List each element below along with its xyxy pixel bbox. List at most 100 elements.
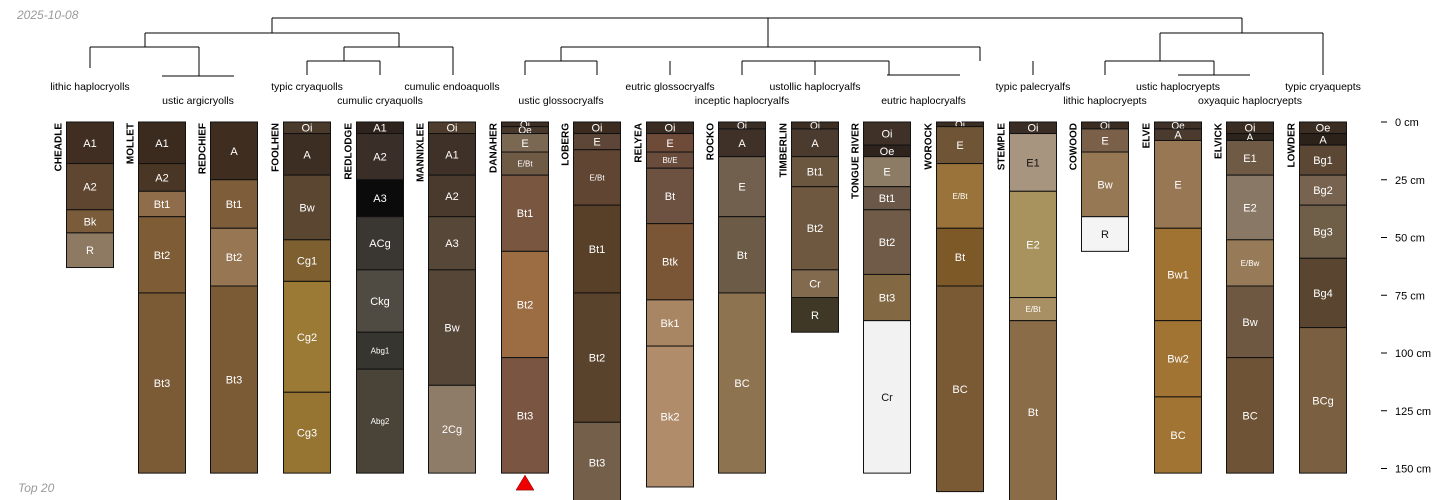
profile-timberlin: Oi A Bt1 Bt2 Cr R TIMBERLIN: [779, 121, 839, 333]
subgroup-label: typic cryaquolls: [271, 81, 343, 93]
horizon: [356, 368, 404, 474]
horizon-label: Oi: [447, 123, 458, 135]
horizon-label: Bt2: [807, 223, 824, 235]
horizon-label: E/Bt: [517, 159, 533, 168]
profile-loberg: Oi E E/Bt Bt1 Bt2 Bt3 LOBERG: [561, 121, 621, 500]
horizon-label: A2: [83, 182, 96, 194]
horizon: [66, 121, 114, 165]
horizon-label: A3: [445, 238, 458, 250]
horizon-label: Bw: [1242, 317, 1257, 329]
horizon-label: Bt2: [517, 299, 534, 311]
horizon: [863, 320, 911, 474]
profile-name: WOROCK: [924, 122, 935, 169]
horizon-label: A: [303, 149, 311, 161]
horizon-label: Bt3: [589, 458, 606, 470]
horizon-label: Bt: [955, 252, 965, 264]
profile-name: RELYEA: [634, 123, 645, 163]
horizon-label: Oi: [1245, 123, 1256, 135]
profile-name: TONGUE RIVER: [851, 122, 862, 199]
subgroup-label: inceptic haplocryalfs: [695, 95, 790, 107]
horizon: [573, 292, 621, 423]
profile-stemple: Oi E1 E2 E/Bt Bt STEMPLE: [997, 121, 1057, 500]
horizon-label: A: [811, 138, 819, 150]
horizon: [718, 292, 766, 474]
horizon: [791, 269, 839, 299]
horizon: [791, 128, 839, 158]
horizon: [1154, 396, 1202, 474]
horizon-label: Bw2: [1167, 354, 1188, 366]
horizon-label: Bg3: [1313, 227, 1333, 239]
horizon-label: Bg1: [1313, 155, 1333, 167]
axis-tick-label: 150 cm: [1395, 464, 1431, 476]
horizon: [718, 156, 766, 218]
horizon: [1154, 139, 1202, 229]
horizon-label: Bt2: [226, 252, 243, 264]
horizon-label: BCg: [1312, 395, 1333, 407]
horizon-label: Bw1: [1167, 269, 1188, 281]
horizon: [936, 285, 984, 493]
horizon: [1009, 190, 1057, 299]
horizon-label: Bt1: [879, 193, 896, 205]
horizon: [936, 126, 984, 165]
horizon-label: Oe: [880, 146, 895, 158]
horizon: [1081, 216, 1129, 252]
horizon-label: Bt/E: [662, 156, 677, 165]
profile-cheadle: A1 A2 Bk R CHEADLE: [54, 121, 114, 269]
dendrogram: [89, 17, 1324, 77]
axis-tick-label: 25 cm: [1395, 175, 1425, 187]
horizon-label: E2: [1026, 239, 1039, 251]
horizon-label: E2: [1243, 202, 1256, 214]
horizon: [791, 186, 839, 271]
horizon-label: Cr: [809, 279, 821, 291]
axis-tick-label: 50 cm: [1395, 233, 1425, 245]
profile-relyea: Oi E Bt/E Bt Btk Bk1 Bk2 RELYEA: [634, 121, 694, 488]
horizon: [66, 163, 114, 211]
horizon-label: R: [811, 310, 819, 322]
profile-name: ROCKO: [706, 123, 717, 160]
horizon-label: Bt1: [154, 199, 171, 211]
horizon: [66, 232, 114, 269]
horizon: [501, 357, 549, 474]
horizon: [356, 216, 404, 271]
horizon-label: Bt: [1028, 407, 1038, 419]
profile-name: ELVE: [1142, 123, 1153, 149]
subgroup-label: typic cryaquepts: [1285, 81, 1361, 93]
horizon-label: Abg1: [371, 347, 390, 356]
subgroup-label: lithic haplocryolls: [50, 81, 129, 93]
subgroup-label: ustic glossocryalfs: [518, 95, 603, 107]
subgroup-label: oxyaquic haplocryepts: [1198, 95, 1302, 107]
horizon-label: Oi: [955, 120, 965, 131]
subgroup-label: typic palecryalfs: [996, 81, 1071, 93]
depth-axis: 0 cm 25 cm 50 cm 75 cm 100 cm 125 cm 150 cm: [1381, 117, 1431, 476]
horizon: [1226, 285, 1274, 359]
axis-tick-label: 100 cm: [1395, 348, 1431, 360]
horizon: [501, 250, 549, 359]
horizon-label: A2: [155, 172, 168, 184]
horizon-label: Bt1: [589, 244, 606, 256]
horizon: [210, 179, 258, 229]
horizon: [1154, 227, 1202, 322]
horizon: [791, 297, 839, 333]
horizon-label: Oi: [882, 129, 893, 141]
horizon-label: A1: [83, 138, 96, 150]
horizon-label: ACg: [369, 238, 390, 250]
horizon-label: E: [738, 182, 745, 194]
horizon: [428, 384, 476, 474]
horizon-label: Bw: [1097, 179, 1112, 191]
profile-name: REDLODGE: [344, 123, 355, 180]
horizon-label: A3: [373, 193, 386, 205]
horizon-label: Abg2: [371, 417, 390, 426]
horizon: [1226, 239, 1274, 287]
horizon-label: E/Bt: [1025, 305, 1041, 314]
horizon-label: Bt2: [879, 237, 896, 249]
horizon: [646, 167, 694, 225]
horizon: [718, 216, 766, 294]
horizon: [210, 285, 258, 474]
profile-name: DANAHER: [489, 122, 500, 173]
horizon-label: E1: [1243, 153, 1256, 165]
horizon: [356, 133, 404, 181]
horizon-label: Oi: [737, 121, 747, 132]
subgroup-labels: lithic haplocryolls ustic argicryolls typi…: [50, 81, 1361, 107]
